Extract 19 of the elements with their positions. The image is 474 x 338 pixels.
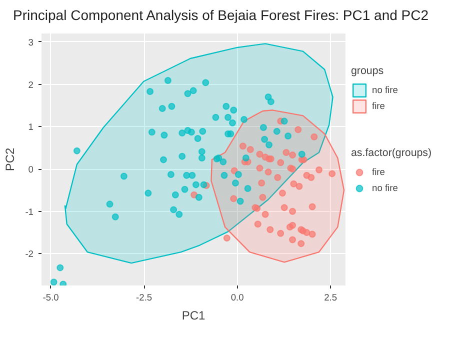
x-axis-title: PC1 — [182, 308, 206, 322]
legend-label: fire — [372, 101, 386, 111]
chart-title: Principal Component Analysis of Bejaia Forest Fires: PC1 and PC2 — [13, 6, 429, 25]
legend-title: groups — [351, 65, 385, 77]
text: as.factor(groups) — [351, 147, 432, 159]
y-tick-label: 2 — [28, 80, 34, 90]
legend-label: no fire — [372, 85, 398, 95]
y-tick-label: -1 — [25, 206, 34, 217]
y-tick-label: 1 — [28, 122, 34, 132]
y-tick-label: 0 — [28, 164, 34, 175]
x-tick-label: -2.5 — [136, 292, 152, 302]
y-axis-title: PC2 — [3, 148, 18, 172]
x-tick-label: 2.5 — [324, 292, 338, 302]
legend-label: no fire — [372, 183, 398, 193]
legend-label: fire — [372, 167, 386, 177]
y-tick-label: 3 — [28, 37, 34, 48]
x-tick-label: -5.0 — [42, 292, 59, 302]
y-tick-label: -2 — [25, 249, 34, 260]
x-tick-label: 0.0 — [230, 292, 244, 302]
